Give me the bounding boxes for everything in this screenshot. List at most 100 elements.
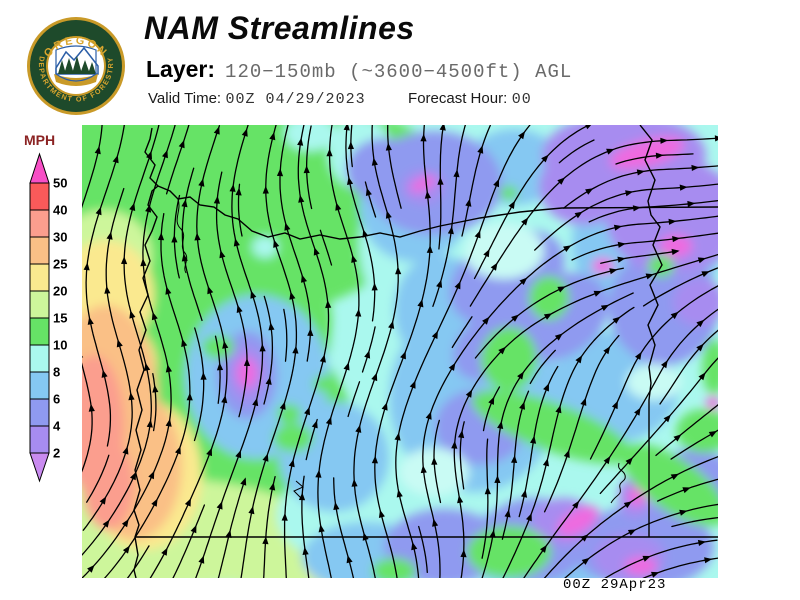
legend-tick-label: 25 [53,257,67,272]
legend-tick-label: 8 [53,365,60,380]
streamline [82,187,133,531]
streamline-arrowheads [521,383,549,498]
streamline [193,327,205,442]
streamline [149,125,228,578]
streamline [126,545,150,578]
river [293,480,304,499]
streamline-arrowheads [303,165,310,174]
streamline [85,125,125,447]
streamline [82,125,103,209]
forecast-hour-value: 00 [511,91,532,108]
streamline-arrowheads [617,248,680,263]
logo-shield-outline [55,45,97,82]
streamline-arrowheads [484,486,491,495]
streamline [263,475,276,578]
streamline-arrowheads [617,236,681,248]
streamline-arrowheads [235,187,242,196]
streamline [333,477,355,578]
north-border [157,185,718,240]
legend-tick-label: 2 [53,446,60,461]
streamline-arrowheads [385,142,392,151]
streamline [82,362,93,473]
streamline [481,438,489,559]
legend-title: MPH [24,132,56,148]
streamline [418,525,428,574]
map-timestamp: 00Z 29Apr23 [563,577,667,593]
streamline [387,125,402,209]
streamline-arrowheads [152,384,159,393]
layer-row: Layer: 120−150mb (~3600−4500ft) AGL [146,56,572,83]
legend-colorbar: 50 40 30 25 20 15 10 8 6 4 2 [29,152,67,483]
streamline [481,292,634,578]
streamline-arrowheads [265,322,275,385]
streamline [422,215,718,578]
streamline [283,308,288,362]
streamline-arrowheads [83,155,119,378]
streamline [353,125,399,578]
streamline-arrowheads [333,501,353,564]
streamline-arrowheads [701,271,710,278]
streamline [451,316,473,349]
streamline [82,125,176,578]
streamline [361,326,376,373]
streamline-arrowheads [431,457,438,465]
logo-trees-icon [58,56,96,74]
streamline [571,232,718,261]
streamline [482,386,501,432]
legend-tick-label: 20 [53,284,67,299]
streamline-arrowheads [458,430,465,439]
page-title: NAM Streamlines [144,10,415,46]
streamline-arrowheads [642,539,706,562]
streamline [659,329,718,405]
logo-meadow [54,74,98,86]
streamline-arrows [82,125,718,578]
streamline [279,125,312,362]
streamline-arrowheads [708,430,717,438]
streamline-arrowheads [673,434,682,442]
streamline-arrowheads [190,524,197,534]
streamline-arrowheads [178,140,185,149]
streamline-arrowheads [216,362,224,371]
streamline-arrowheads [465,145,484,207]
state-border-layer [133,125,718,578]
streamline [317,125,360,578]
streamline-arrowheads [585,164,700,195]
streamline [263,295,274,405]
streamline-arrowheads [161,126,229,556]
streamline [615,153,694,165]
river [176,198,188,274]
legend-tick-label: 30 [53,230,67,245]
legend-tick-label: 10 [53,338,67,353]
map-canvas [82,125,718,578]
streamline-arrowheads [574,184,688,219]
layer-label: Layer: [146,56,216,82]
streamline [543,334,620,513]
streamline [502,306,635,578]
streamline [432,125,467,307]
streamline [655,404,718,457]
streamline [558,139,595,164]
streamline [600,250,679,264]
streamline [215,171,248,418]
east-border [639,125,663,537]
streamline [217,478,246,578]
streamline-arrowheads [181,199,188,262]
streamline-arrowheads [696,343,704,352]
legend-tick-label: 6 [53,392,60,407]
streamline [82,125,160,556]
streamline-arrowheads [655,152,664,159]
streamline-arrowheads [347,141,354,150]
streamline-arrowheads [488,396,495,405]
streamline [103,212,191,578]
streamline-arrowheads [94,146,101,155]
valid-time-label: Valid Time: [148,90,222,107]
valid-time-row: Valid Time: 00Z 04/29/2023 Forecast Hour… [148,90,532,108]
streamline-arrowheads [365,187,372,196]
forecast-hour-label: Forecast Hour: [408,90,508,107]
streamline [395,125,531,578]
streamline [86,454,110,503]
coastline [133,127,160,578]
streamline [473,125,591,280]
layer-value: 120−150mb (~3600−4500ft) AGL [225,61,573,83]
